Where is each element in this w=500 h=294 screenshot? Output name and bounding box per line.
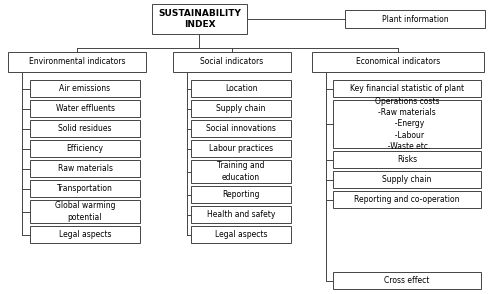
Bar bbox=[333, 272, 481, 289]
Bar bbox=[191, 100, 291, 117]
Bar bbox=[333, 100, 481, 148]
Bar bbox=[173, 52, 291, 72]
Bar bbox=[8, 52, 146, 72]
Bar bbox=[191, 206, 291, 223]
Text: Social innovations: Social innovations bbox=[206, 124, 276, 133]
Text: Water effluents: Water effluents bbox=[56, 104, 114, 113]
Bar bbox=[30, 226, 140, 243]
Text: Environmental indicators: Environmental indicators bbox=[29, 58, 125, 66]
Text: Health and safety: Health and safety bbox=[207, 210, 275, 219]
Text: Raw materials: Raw materials bbox=[58, 164, 112, 173]
Text: Key financial statistic of plant: Key financial statistic of plant bbox=[350, 84, 464, 93]
Bar bbox=[191, 120, 291, 137]
Bar bbox=[191, 186, 291, 203]
Bar bbox=[30, 140, 140, 157]
Bar bbox=[30, 100, 140, 117]
Text: Legal aspects: Legal aspects bbox=[59, 230, 111, 239]
Bar bbox=[333, 191, 481, 208]
Bar bbox=[152, 4, 247, 34]
Text: Air emissions: Air emissions bbox=[60, 84, 110, 93]
Bar bbox=[30, 200, 140, 223]
Text: Cross effect: Cross effect bbox=[384, 276, 430, 285]
Bar bbox=[30, 160, 140, 177]
Bar bbox=[333, 171, 481, 188]
Text: Reporting: Reporting bbox=[222, 190, 260, 199]
Bar bbox=[191, 226, 291, 243]
Bar bbox=[345, 10, 485, 28]
Text: Risks: Risks bbox=[397, 155, 417, 164]
Text: Efficiency: Efficiency bbox=[66, 144, 104, 153]
Bar bbox=[191, 80, 291, 97]
Text: Supply chain: Supply chain bbox=[216, 104, 266, 113]
Bar bbox=[333, 151, 481, 168]
Bar bbox=[30, 120, 140, 137]
Bar bbox=[333, 80, 481, 97]
Text: Training and
education: Training and education bbox=[217, 161, 265, 182]
Text: Economical indicators: Economical indicators bbox=[356, 58, 440, 66]
Text: Labour practices: Labour practices bbox=[209, 144, 273, 153]
Text: Location: Location bbox=[225, 84, 257, 93]
Text: Global warming
potential: Global warming potential bbox=[55, 201, 115, 222]
Text: Supply chain: Supply chain bbox=[382, 175, 432, 184]
Bar bbox=[312, 52, 484, 72]
Text: SUSTAINABILITY
INDEX: SUSTAINABILITY INDEX bbox=[158, 9, 241, 29]
Text: Legal aspects: Legal aspects bbox=[215, 230, 267, 239]
Bar bbox=[30, 180, 140, 197]
Text: Transportation: Transportation bbox=[57, 184, 113, 193]
Text: Operations costs
-Raw materials
  -Energy
  -Labour
  -Waste etc.: Operations costs -Raw materials -Energy … bbox=[375, 97, 440, 151]
Text: Plant information: Plant information bbox=[382, 14, 448, 24]
Text: Reporting and co-operation: Reporting and co-operation bbox=[354, 195, 460, 204]
Bar bbox=[191, 140, 291, 157]
Text: Solid residues: Solid residues bbox=[58, 124, 112, 133]
Text: Social indicators: Social indicators bbox=[200, 58, 264, 66]
Bar bbox=[30, 80, 140, 97]
Bar bbox=[191, 160, 291, 183]
